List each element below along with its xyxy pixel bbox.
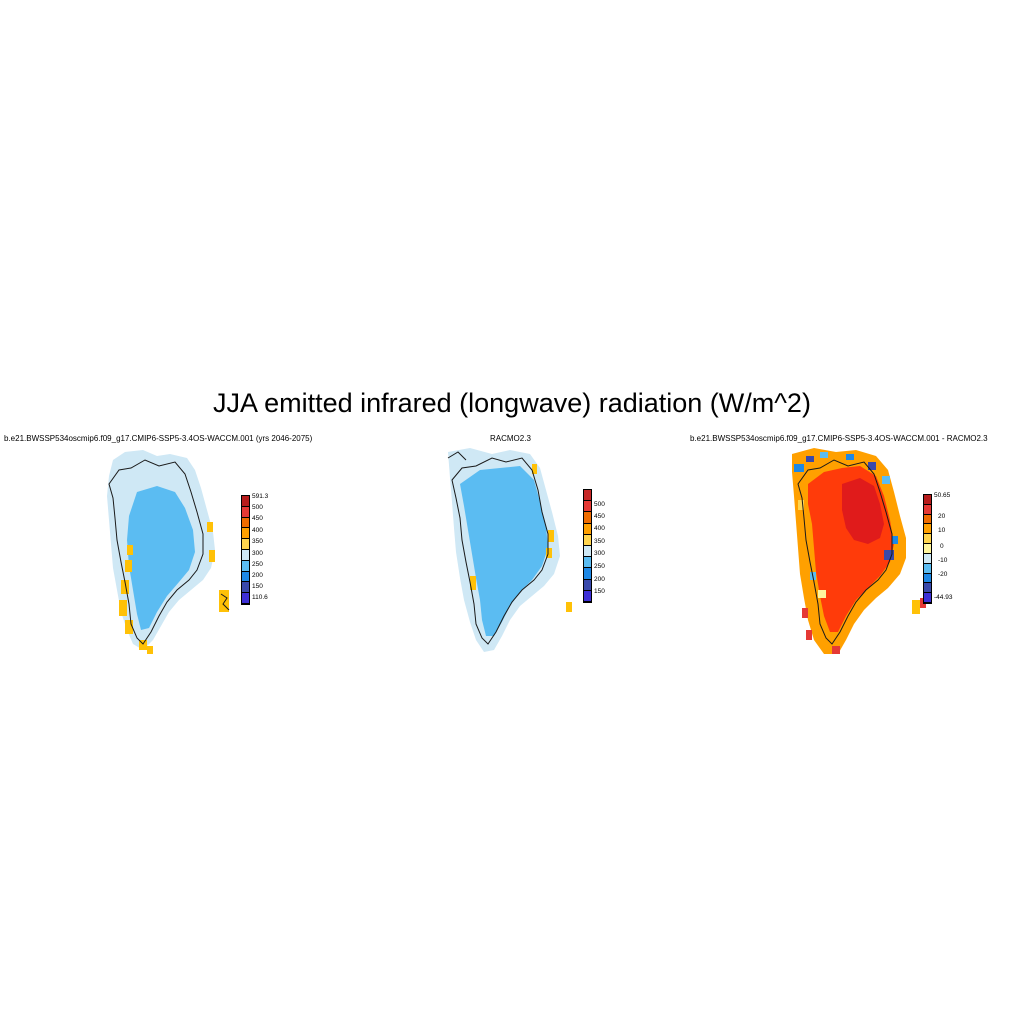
- map-model-coast-patches: [119, 522, 229, 654]
- cbar-racmo-label: 300: [594, 550, 605, 557]
- colorbar-swatch: [924, 544, 931, 554]
- colorbar-swatch: [924, 593, 931, 603]
- map-model-coastline: [108, 459, 204, 645]
- colorbar-swatch: [242, 550, 249, 561]
- cbar-racmo-label: 400: [594, 525, 605, 532]
- cbar-racmo-label: 150: [594, 588, 605, 595]
- panel-difference: b.e21.BWSSP534oscmip6.f09_g17.CMIP6-SSP5…: [684, 430, 1024, 660]
- cbar-model-label: 110.6: [252, 594, 268, 601]
- cbar-model-label: 300: [252, 550, 263, 557]
- colorbar-swatch: [584, 534, 591, 546]
- cbar-model-label: 591.3: [252, 493, 269, 500]
- colorbar-swatch: [242, 517, 249, 529]
- panel-racmo: RACMO2.3 500 450 400 350 300 250 200 150: [340, 430, 680, 660]
- cbar-diff-label: 50.65: [934, 492, 951, 499]
- colorbar-swatch: [584, 523, 591, 535]
- colorbar-swatch: [924, 514, 931, 525]
- map-difference-speckles: [794, 452, 926, 654]
- colorbar-swatch: [242, 496, 249, 507]
- colorbar-model-swatches: [241, 495, 250, 605]
- colorbar-swatch: [584, 579, 591, 591]
- colorbar-swatch: [584, 590, 591, 602]
- cbar-model-label: 450: [252, 515, 263, 522]
- cbar-racmo-label: 200: [594, 576, 605, 583]
- colorbar-swatch: [924, 563, 931, 574]
- colorbar-swatch: [584, 512, 591, 524]
- cbar-diff-label: 20: [938, 513, 946, 520]
- cbar-model-label: 500: [252, 504, 263, 511]
- colorbar-swatch: [584, 490, 591, 502]
- cbar-diff-label: 10: [938, 527, 946, 534]
- panel-difference-title: b.e21.BWSSP534oscmip6.f09_g17.CMIP6-SSP5…: [690, 434, 988, 443]
- panel-model-title: b.e21.BWSSP534oscmip6.f09_g17.CMIP6-SSP5…: [4, 434, 313, 443]
- map-racmo-coastline: [451, 457, 549, 645]
- cbar-diff-label: 0: [940, 543, 944, 550]
- map-racmo-coast-patches: [470, 464, 572, 612]
- colorbar-swatch: [242, 582, 249, 594]
- colorbar-swatch: [924, 495, 931, 505]
- colorbar-swatch: [584, 557, 591, 569]
- figure-title: JJA emitted infrared (longwave) radiatio…: [213, 388, 811, 418]
- panel-racmo-title: RACMO2.3: [490, 434, 531, 443]
- colorbar-swatch: [242, 528, 249, 540]
- map-model-interior: [127, 486, 195, 630]
- cbar-racmo-label: 250: [594, 563, 605, 570]
- cbar-model-label: 200: [252, 572, 263, 579]
- colorbar-swatch: [924, 583, 931, 594]
- cbar-model-label: 350: [252, 538, 263, 545]
- map-model: [107, 450, 230, 654]
- cbar-model-label: 400: [252, 527, 263, 534]
- colorbar-swatch: [924, 573, 931, 584]
- colorbar-racmo-swatches: [583, 489, 592, 603]
- colorbar-swatch: [584, 568, 591, 580]
- cbar-model-label: 250: [252, 561, 263, 568]
- cbar-diff-label: -44.93: [934, 594, 953, 601]
- panel-model: b.e21.BWSSP534oscmip6.f09_g17.CMIP6-SSP5…: [0, 430, 340, 660]
- colorbar-difference-swatches: [923, 494, 932, 604]
- cbar-racmo-label: 350: [594, 538, 605, 545]
- map-difference: [792, 448, 926, 654]
- colorbar-swatch: [242, 539, 249, 550]
- colorbar-swatch: [584, 546, 591, 558]
- colorbar-swatch: [242, 506, 249, 518]
- cbar-model-label: 150: [252, 583, 263, 590]
- cbar-diff-label: -20: [938, 571, 948, 578]
- map-racmo: [447, 448, 572, 652]
- map-racmo-interior: [460, 466, 548, 636]
- colorbar-swatch: [242, 593, 249, 604]
- cbar-racmo-label: 450: [594, 513, 605, 520]
- colorbar-swatch: [924, 504, 931, 515]
- colorbar-swatch: [924, 524, 931, 535]
- colorbar-swatch: [924, 534, 931, 545]
- colorbar-swatch: [924, 553, 931, 564]
- cbar-diff-label: -10: [938, 557, 948, 564]
- colorbar-swatch: [242, 571, 249, 583]
- map-difference-coastline: [797, 459, 893, 645]
- map-difference-core: [842, 478, 884, 544]
- colorbar-swatch: [584, 501, 591, 513]
- colorbar-swatch: [242, 560, 249, 572]
- cbar-racmo-label: 500: [594, 501, 605, 508]
